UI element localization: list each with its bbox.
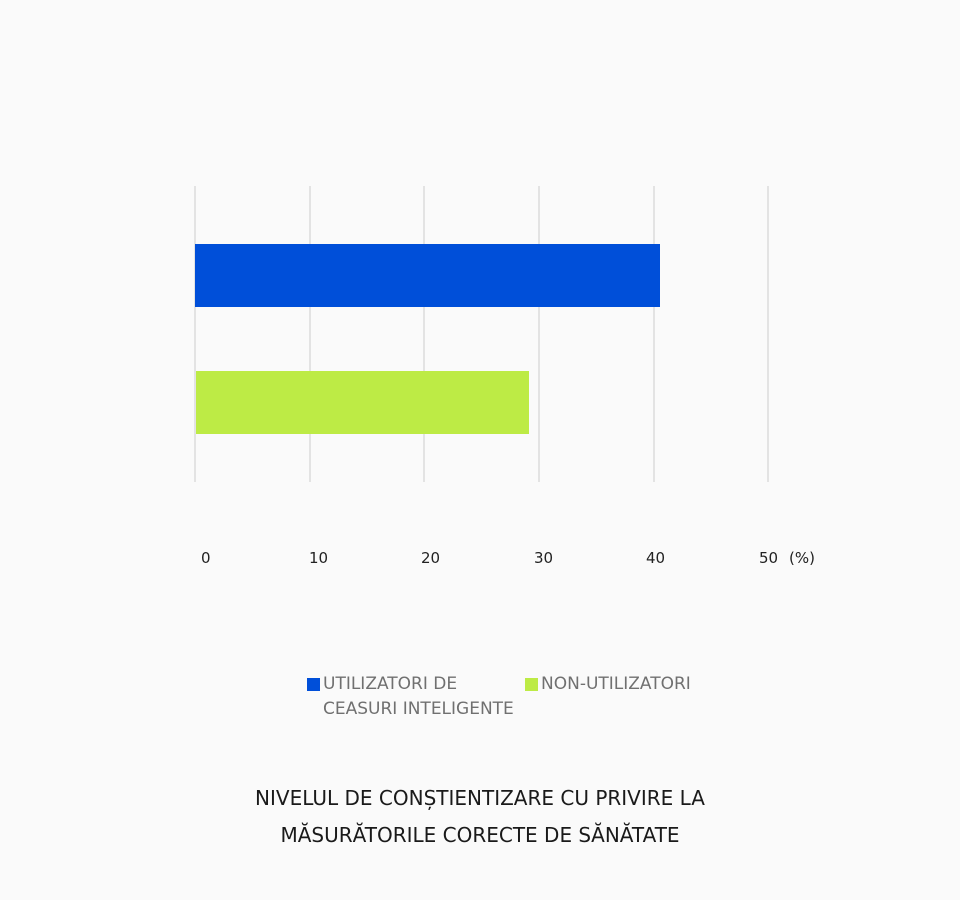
- legend-swatch-blue: [307, 678, 320, 691]
- legend-label-line2: CEASURI INTELIGENTE: [323, 699, 514, 719]
- x-tick-40: 40: [646, 549, 666, 567]
- x-tick-0: 0: [201, 549, 211, 567]
- chart-title-line1: NIVELUL DE CONȘTIENTIZARE CU PRIVIRE LA: [255, 786, 705, 810]
- x-axis-unit: (%): [789, 549, 815, 567]
- chart-title: NIVELUL DE CONȘTIENTIZARE CU PRIVIRE LA …: [0, 780, 960, 854]
- legend-swatch-green: [525, 678, 538, 691]
- gridline-50: [767, 186, 769, 482]
- x-tick-20: 20: [421, 549, 441, 567]
- gridline-0: [194, 186, 196, 482]
- bar-non-users: [196, 371, 529, 434]
- gridline-30: [538, 186, 540, 482]
- chart-title-line2: MĂSURĂTORILE CORECTE DE SĂNĂTATE: [280, 823, 680, 847]
- legend-label-line1: UTILIZATORI DE: [323, 674, 458, 694]
- x-tick-30: 30: [534, 549, 554, 567]
- legend-label: NON-UTILIZATORI: [541, 674, 691, 694]
- bar-smartwatch-users: [195, 244, 660, 307]
- gridline-10: [309, 186, 311, 482]
- x-tick-50: 50: [759, 549, 779, 567]
- x-tick-10: 10: [309, 549, 329, 567]
- gridline-20: [423, 186, 425, 482]
- gridline-40: [653, 186, 655, 482]
